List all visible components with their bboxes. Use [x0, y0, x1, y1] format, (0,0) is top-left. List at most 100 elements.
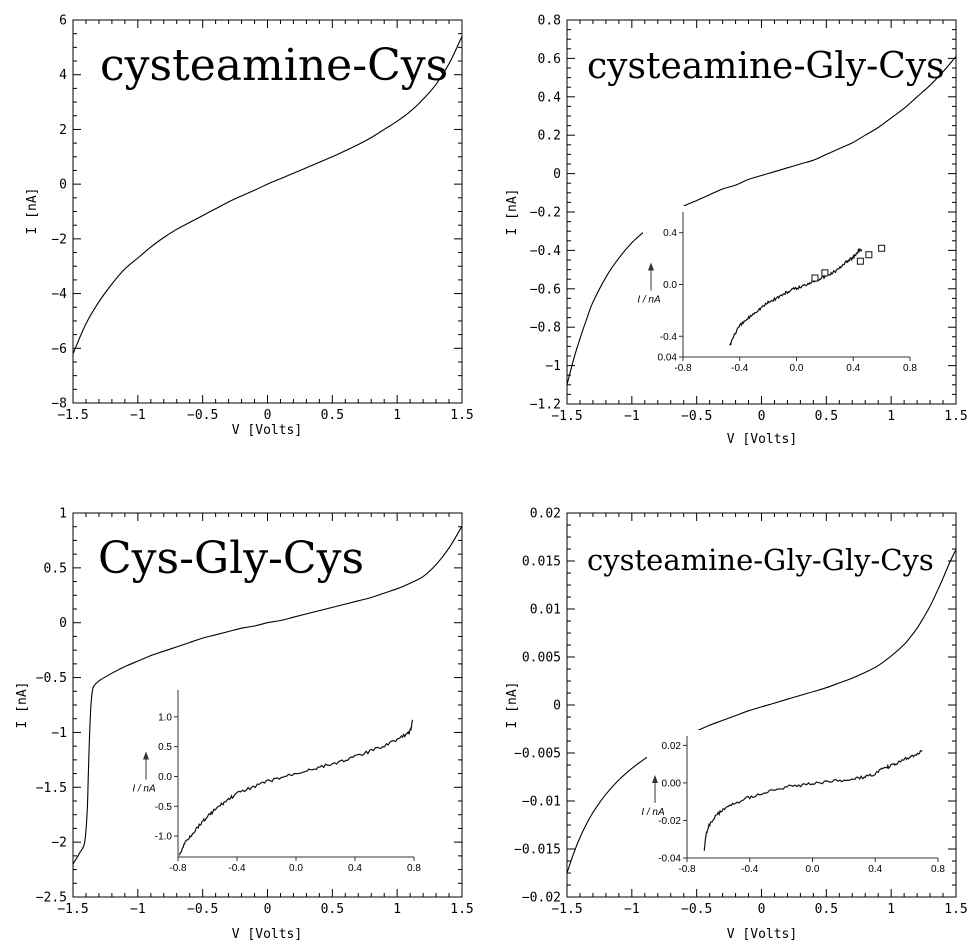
y-tick-label: −0.2	[530, 206, 561, 221]
y-tick-label: 4	[59, 68, 67, 83]
inset-series-line	[703, 750, 923, 851]
y-tick-label: 2	[59, 123, 67, 138]
x-tick-label: 1	[887, 902, 895, 917]
x-tick-label: −0.5	[681, 902, 712, 917]
x-tick-label: 0.5	[815, 409, 838, 424]
y-tick-label: 1	[59, 507, 67, 522]
chart-title: cysteamine-Gly-Cys	[587, 46, 945, 87]
y-tick-label: −0.015	[514, 843, 561, 858]
x-tick-label: −1.5	[551, 409, 582, 424]
y-tick-label: −2	[51, 232, 67, 247]
inset-arrow-icon	[143, 751, 149, 760]
inset-y-tick-label: -0.5	[155, 802, 173, 813]
x-tick-label: −0.5	[187, 408, 218, 423]
inset-y-label: I / nA	[132, 784, 156, 795]
x-tick-label: 0	[264, 408, 272, 423]
x-tick-label: 1	[887, 409, 895, 424]
y-tick-label: −0.02	[522, 891, 561, 906]
y-tick-label: −8	[51, 397, 67, 412]
inset-y-tick-label: -0.4	[660, 332, 678, 343]
x-tick-label: 0.5	[321, 408, 344, 423]
chart-title: Cys-Gly-Cys	[98, 533, 364, 584]
y-tick-label: −0.01	[522, 795, 561, 810]
x-tick-label: 0	[264, 902, 272, 917]
x-tick-label: 0	[758, 409, 766, 424]
inset-marker	[856, 257, 864, 265]
y-tick-label: 0.02	[530, 507, 561, 522]
y-tick-label: −0.5	[36, 671, 67, 686]
y-tick-label: 0.4	[538, 90, 562, 105]
x-tick-label: −1	[130, 408, 146, 423]
inset-background	[647, 730, 946, 876]
x-tick-label: −1	[130, 902, 146, 917]
y-tick-label: −0.005	[514, 747, 561, 762]
iv-curve	[72, 525, 463, 865]
inset-x-tick-label: 0.8	[903, 363, 917, 374]
inset-marker	[811, 274, 819, 282]
inset-y-tick-label: 0.0	[158, 772, 172, 783]
inset-x-tick-label: 0.0	[790, 363, 804, 374]
inset-series-line	[178, 719, 414, 856]
inset-marker	[878, 244, 886, 252]
inset-y-tick-label: -1.0	[155, 832, 173, 843]
inset-x-tick-label: 0.4	[348, 863, 362, 874]
inset-y-tick-label: 0.04	[658, 353, 678, 364]
y-tick-label: 0.2	[538, 129, 561, 144]
inset-marker	[865, 251, 873, 259]
x-tick-label: 0.5	[815, 902, 838, 917]
inset-y-tick-label: 0.4	[663, 228, 677, 239]
inset-y-tick-label: 0.5	[158, 742, 172, 753]
y-axis-label: I [nA]	[505, 189, 520, 236]
inset-arrow-icon	[652, 775, 658, 783]
inset-x-tick-label: -0.8	[674, 363, 692, 374]
y-axis-label: I [nA]	[15, 682, 30, 729]
x-tick-label: 1	[393, 902, 401, 917]
x-axis-label: V [Volts]	[727, 432, 797, 447]
inset-x-tick-label: 0.4	[868, 864, 882, 875]
x-tick-label: −1.5	[551, 902, 582, 917]
chart-panel-1: −1.5 −1 −0.5 0 0.5 1 1.5 −8 −6 −4 −2 0 2 4 6 V [Volts] I…	[25, 14, 474, 439]
inset-background	[138, 684, 422, 875]
y-tick-label: 0.5	[44, 561, 67, 576]
inset-x-tick-label: 0.8	[407, 863, 421, 874]
y-tick-label: 0	[59, 616, 67, 631]
iv-curve	[566, 56, 957, 385]
chart-panel-3: −1.5 −1 −0.5 0 0.5 1 1.5 −2.5 −2 −1.5 −1 −0.5 0 0.5 1 V…	[15, 507, 474, 942]
inset-x-tick-label: 0.8	[931, 864, 945, 875]
chart-title: cysteamine-Gly-Gly-Cys	[587, 543, 934, 577]
y-tick-label: 0.8	[538, 14, 561, 29]
y-tick-label: −6	[51, 342, 67, 357]
y-tick-label: −0.8	[530, 321, 561, 336]
y-tick-label: 0.01	[530, 603, 561, 618]
y-tick-label: 0.005	[522, 651, 561, 666]
inset-y-tick-label: -0.04	[658, 854, 681, 865]
inset-x-tick-label: 0.4	[846, 363, 860, 374]
inset-x-tick-label: -0.4	[228, 863, 246, 874]
y-tick-label: −1.2	[530, 398, 561, 413]
y-axis-label: I [nA]	[505, 682, 520, 729]
inset-x-tick-label: -0.4	[731, 363, 749, 374]
y-tick-label: −1	[545, 359, 561, 374]
x-tick-label: 1.5	[944, 902, 967, 917]
inset-x-tick-label: -0.8	[678, 864, 696, 875]
inset-y-tick-label: 0.02	[662, 741, 682, 752]
inset-marker	[821, 269, 829, 277]
x-tick-label: −0.5	[187, 902, 218, 917]
x-tick-label: −1.5	[57, 408, 88, 423]
iv-curve	[566, 549, 957, 874]
x-tick-label: 0	[758, 902, 766, 917]
iv-curve	[72, 36, 463, 355]
y-tick-label: 0	[553, 699, 561, 714]
chart-title: cysteamine-Cys	[100, 40, 448, 91]
inset-y-label: I / nA	[641, 807, 665, 818]
inset-x-tick-label: -0.4	[741, 864, 759, 875]
chart-panel-2: −1.5 −1 −0.5 0 0.5 1 1.5 −1.2 −1 −0.8 −0.6 −0.4 −0.2…	[505, 14, 968, 448]
inset-y-tick-label: 0.00	[662, 778, 682, 789]
x-tick-label: −1.5	[57, 902, 88, 917]
x-tick-label: 0.5	[321, 902, 344, 917]
x-axis-label: V [Volts]	[232, 927, 302, 942]
inset-x-tick-label: 0.0	[806, 864, 820, 875]
x-tick-label: −0.5	[681, 409, 712, 424]
y-tick-label: 0	[553, 167, 561, 182]
